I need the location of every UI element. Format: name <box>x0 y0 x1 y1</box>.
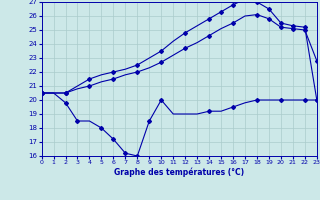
X-axis label: Graphe des températures (°C): Graphe des températures (°C) <box>114 168 244 177</box>
